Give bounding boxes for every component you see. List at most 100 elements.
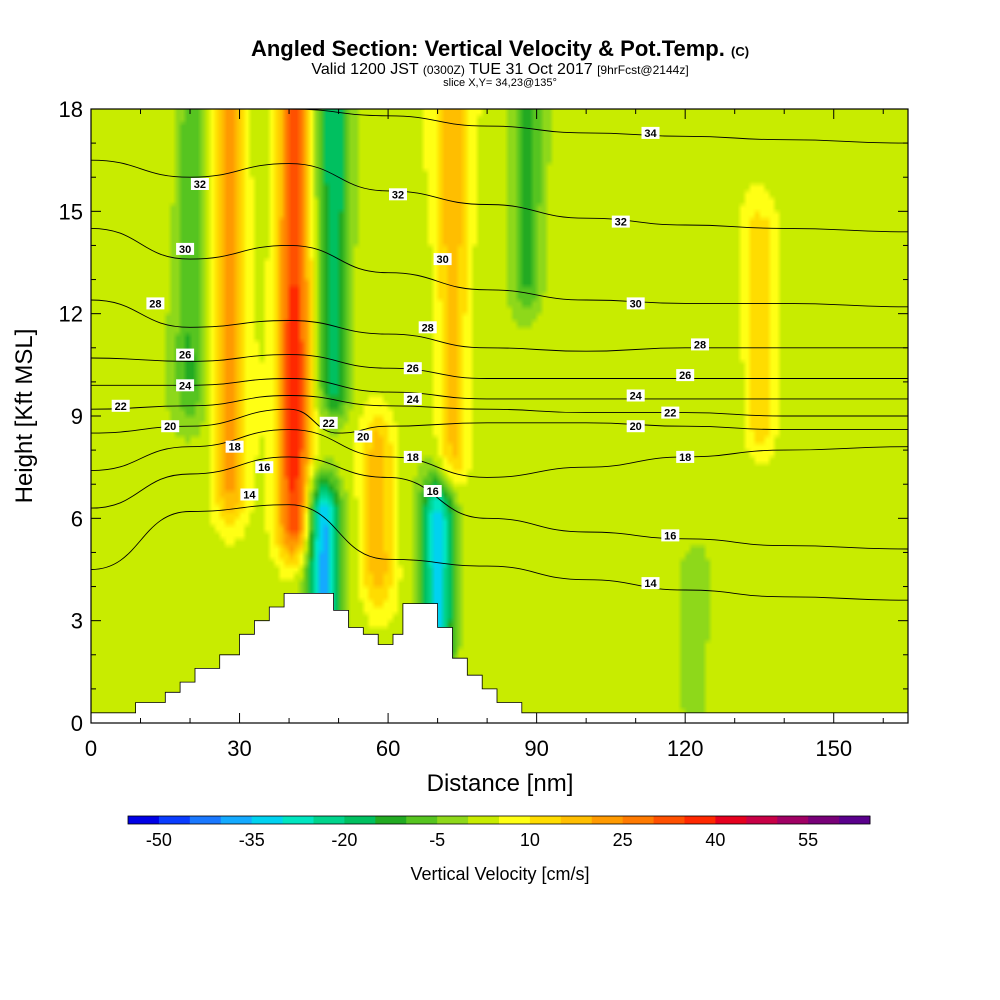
contour-line-32 — [91, 159, 908, 233]
svg-text:20: 20 — [630, 421, 642, 433]
colorbar-swatch — [406, 816, 438, 824]
contour-label: 26 — [676, 369, 695, 382]
colorbar-tick-label: -50 — [146, 830, 172, 850]
contour-label: 14 — [240, 488, 259, 502]
colorbar-swatch — [375, 816, 407, 824]
contour-label: 24 — [176, 379, 195, 392]
colorbar-tick-label: -20 — [331, 830, 357, 850]
contour-label: 28 — [146, 297, 165, 310]
contour-label: 30 — [176, 242, 195, 256]
svg-text:22: 22 — [323, 418, 335, 430]
colorbar-tick-label: 25 — [613, 830, 633, 850]
svg-text:18: 18 — [407, 452, 419, 464]
contour-label: 18 — [225, 440, 244, 454]
colorbar-swatch — [499, 816, 531, 824]
contour-label: 34 — [641, 126, 660, 140]
y-axis-label: Height [Kft MSL] — [11, 329, 38, 504]
contour-label: 22 — [111, 399, 130, 413]
y-tick-label: 9 — [71, 404, 83, 429]
contour-label: 20 — [626, 420, 645, 433]
svg-text:28: 28 — [694, 339, 706, 351]
svg-text:26: 26 — [679, 370, 691, 382]
terrain — [91, 593, 908, 723]
colorbar-swatch — [344, 816, 376, 824]
x-tick-label: 90 — [524, 736, 548, 761]
contour-label: 20 — [354, 430, 373, 444]
svg-text:14: 14 — [243, 490, 256, 502]
y-tick-label: 3 — [71, 609, 83, 634]
potential-temperature-contours — [91, 109, 908, 601]
svg-text:28: 28 — [422, 322, 434, 334]
contour-line-14 — [91, 504, 908, 601]
y-tick-label: 6 — [71, 506, 83, 531]
contour-label: 30 — [433, 253, 452, 266]
contour-line-18 — [91, 429, 908, 478]
svg-text:20: 20 — [357, 432, 369, 444]
colorbar-swatch — [715, 816, 747, 824]
svg-text:14: 14 — [644, 578, 657, 590]
contour-label: 24 — [626, 389, 645, 403]
y-tick-label: 12 — [59, 302, 83, 327]
contour-label: 18 — [676, 450, 695, 464]
colorbar-tick-label: 40 — [705, 830, 725, 850]
contour-label: 16 — [661, 529, 680, 542]
y-tick-label: 18 — [59, 97, 83, 122]
axes: 0 30 60 90 120 150 0 3 6 9 12 15 18 — [59, 97, 908, 761]
colorbar-swatch — [653, 816, 685, 824]
svg-text:24: 24 — [630, 391, 643, 403]
colorbar-swatch — [622, 816, 655, 824]
colorbar-swatch — [158, 816, 191, 824]
x-tick-label: 30 — [227, 736, 251, 761]
valid-time: Valid 1200 JST (0300Z) TUE 31 Oct 2017 [… — [311, 61, 689, 78]
contour-label: 32 — [389, 188, 407, 201]
svg-text:30: 30 — [630, 298, 642, 310]
contour-labels: 32 30 28 26 24 22 20 18 16 14 32 30 28 26 24 22 20 18 16 34… — [111, 126, 709, 590]
colorbar: -50 -35 -20 -5 10 25 40 55 — [127, 815, 871, 850]
contour-line-30 — [91, 227, 908, 308]
contour-label: 22 — [661, 406, 680, 420]
colorbar-label: Vertical Velocity [cm/s] — [410, 864, 589, 884]
colorbar-tick-label: 10 — [520, 830, 540, 850]
chart-title: Angled Section: Vertical Velocity & Pot.… — [250, 36, 750, 61]
colorbar-swatch — [529, 816, 562, 824]
svg-text:22: 22 — [664, 408, 676, 420]
svg-text:18: 18 — [679, 452, 691, 464]
svg-text:32: 32 — [392, 189, 404, 201]
copyright-mark: (C) — [731, 44, 750, 59]
contour-line-28 — [91, 299, 908, 352]
colorbar-tick-label: -5 — [429, 830, 445, 850]
colorbar-swatch — [746, 816, 778, 824]
contour-label: 30 — [626, 297, 645, 310]
colorbar-swatch — [808, 816, 840, 824]
slice-info: slice X,Y= 34,23@135° — [443, 77, 557, 89]
contour-label: 22 — [319, 416, 338, 430]
colorbar-swatch — [468, 816, 500, 824]
svg-text:30: 30 — [436, 254, 448, 266]
contour-line-22 — [91, 395, 908, 417]
contour-line-20 — [91, 408, 908, 434]
contour-line-16 — [91, 456, 908, 550]
y-tick-label: 0 — [71, 711, 83, 736]
svg-text:28: 28 — [149, 298, 161, 310]
colorbar-swatch — [437, 816, 469, 824]
contour-label: 16 — [423, 485, 442, 498]
y-tick-label: 15 — [59, 199, 83, 224]
colorbar-swatch — [189, 816, 222, 824]
x-tick-label: 150 — [815, 736, 852, 761]
svg-text:26: 26 — [179, 350, 191, 362]
colorbar-swatch — [220, 816, 253, 824]
contour-label: 28 — [418, 321, 437, 334]
x-tick-label: 0 — [85, 736, 97, 761]
svg-text:30: 30 — [179, 244, 191, 256]
svg-text:26: 26 — [407, 363, 419, 375]
contour-line-34 — [91, 109, 908, 144]
colorbar-tick-label: 55 — [798, 830, 818, 850]
colorbar-swatch — [313, 816, 345, 824]
colorbar-tick-label: -35 — [239, 830, 265, 850]
contour-line-24 — [91, 378, 908, 400]
svg-text:34: 34 — [644, 128, 657, 140]
svg-text:16: 16 — [427, 486, 439, 498]
contour-label: 28 — [691, 338, 709, 351]
contour-label: 24 — [403, 392, 422, 406]
